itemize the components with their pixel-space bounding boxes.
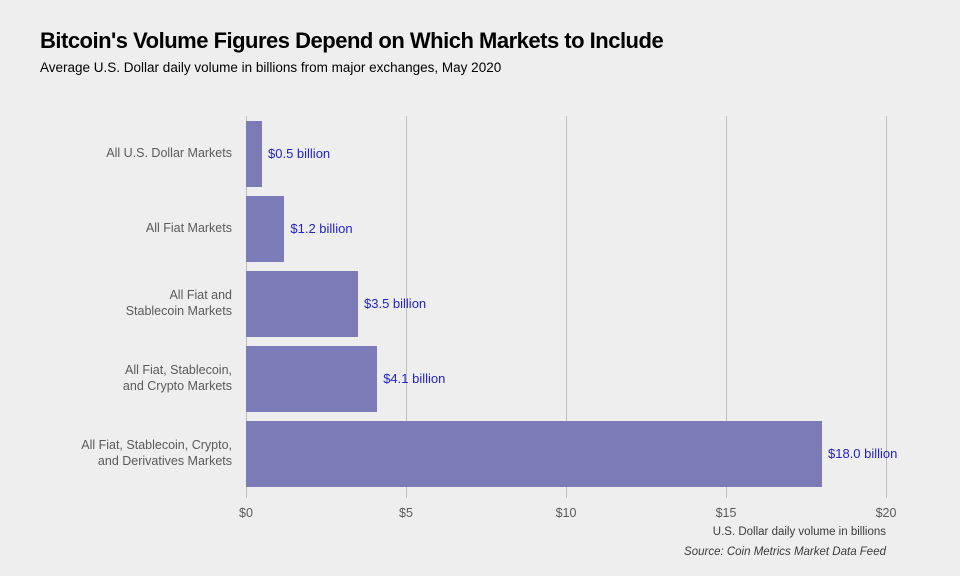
y-category-label: All Fiat, Stablecoin, and Crypto Markets [22, 341, 232, 416]
bar-value-label: $3.5 billion [364, 266, 426, 341]
bar-value-label: $4.1 billion [383, 341, 445, 416]
bar [246, 346, 377, 412]
bar [246, 271, 358, 337]
bar-value-label: $18.0 billion [828, 416, 897, 491]
y-category-label: All U.S. Dollar Markets [22, 116, 232, 191]
x-tick-label: $5 [399, 506, 413, 520]
bar [246, 121, 262, 187]
chart-source: Source: Coin Metrics Market Data Feed [246, 546, 886, 558]
bar [246, 196, 284, 262]
bar-value-label: $0.5 billion [268, 116, 330, 191]
x-tick-label: $15 [716, 506, 737, 520]
y-category-label: All Fiat, Stablecoin, Crypto, and Deriva… [22, 416, 232, 491]
y-category-label: All Fiat and Stablecoin Markets [22, 266, 232, 341]
bar [246, 421, 822, 487]
y-category-label: All Fiat Markets [22, 191, 232, 266]
chart-title: Bitcoin's Volume Figures Depend on Which… [40, 28, 663, 54]
x-axis-title: U.S. Dollar daily volume in billions [246, 526, 886, 538]
bar-value-label: $1.2 billion [290, 191, 352, 266]
x-tick-label: $10 [556, 506, 577, 520]
chart-subtitle: Average U.S. Dollar daily volume in bill… [40, 60, 501, 75]
x-tick-label: $0 [239, 506, 253, 520]
x-tick-label: $20 [876, 506, 897, 520]
chart-plot-area: $0$5$10$15$20All U.S. Dollar Markets$0.5… [246, 116, 886, 498]
